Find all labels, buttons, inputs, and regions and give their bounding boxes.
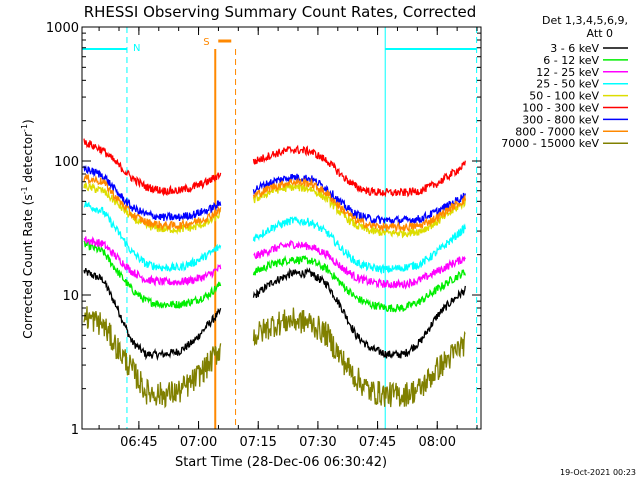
legend-header-attenuator: Att 0 (587, 27, 613, 40)
series-line (83, 240, 466, 313)
legend-header: Det 1,3,4,5,6,9, (542, 14, 628, 27)
legend-item-label: 7000 - 15000 keV (501, 137, 599, 150)
series-line (83, 306, 466, 409)
y-tick-label: 100 (54, 155, 79, 170)
series-line (83, 201, 466, 275)
y-tick-label: 10 (62, 289, 79, 304)
series-line (83, 174, 466, 234)
series-line (83, 267, 466, 361)
chart-title: RHESSI Observing Summary Count Rates, Co… (84, 3, 477, 21)
x-tick-label: 08:00 (419, 435, 456, 450)
x-tick-label: 06:45 (120, 435, 157, 450)
series-line (83, 236, 466, 290)
saa-label: S (203, 37, 209, 48)
legend-item-label: 25 - 50 keV (536, 78, 599, 91)
y-tick-label: 1 (71, 423, 79, 438)
x-tick-label: 07:30 (299, 435, 336, 450)
x-tick-label: 07:15 (239, 435, 276, 450)
series-line (83, 138, 466, 198)
series-line (83, 164, 466, 226)
footer-date: 19-Oct-2021 00:23 (560, 468, 636, 477)
x-tick-label: 07:45 (359, 435, 396, 450)
x-axis-label: Start Time (28-Dec-06 06:30:42) (175, 455, 387, 470)
plot-frame (81, 26, 482, 430)
y-axis-label: Corrected Count Rate (s-1 detector-1) (20, 119, 35, 338)
legend-item-label: 6 - 12 keV (543, 54, 599, 67)
legend-item-label: 50 - 100 keV (529, 90, 599, 103)
legend-item-label: 12 - 25 keV (536, 66, 599, 79)
legend-item-label: 3 - 6 keV (550, 42, 599, 55)
y-tick-label: 1000 (46, 21, 79, 36)
legend-item-label: 100 - 300 keV (522, 102, 599, 115)
night-label: N (133, 43, 140, 54)
x-tick-label: 07:00 (180, 435, 217, 450)
x-axis: 06:45 07:00 07:15 07:30 07:45 08:00 (98, 27, 478, 450)
legend-item-label: 300 - 800 keV (522, 113, 599, 126)
y-axis: 1 10 100 1000 (46, 21, 481, 438)
chart-marks: NS (82, 27, 478, 429)
legend-item-label: 800 - 7000 keV (515, 125, 599, 138)
